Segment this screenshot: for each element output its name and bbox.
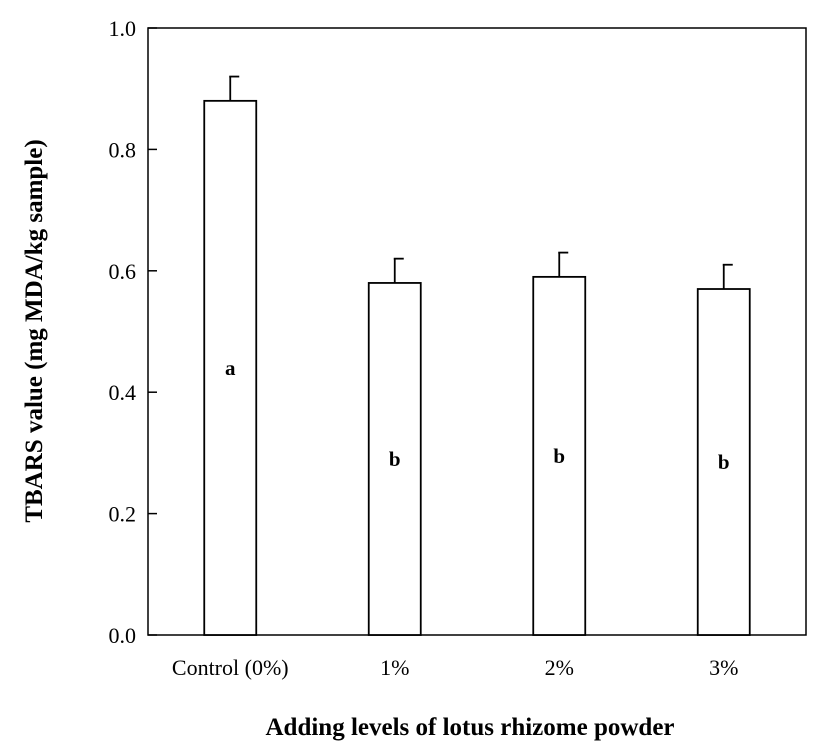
significance-label: b: [553, 444, 565, 468]
significance-label: b: [389, 447, 401, 471]
x-tick-label: 3%: [709, 655, 738, 680]
x-axis: Control (0%) 1% 2% 3%: [172, 655, 739, 680]
y-tick-label: 0.6: [109, 259, 137, 284]
y-tick-label: 0.8: [109, 137, 137, 162]
x-axis-title: Adding levels of lotus rhizome powder: [265, 714, 674, 741]
plot-frame: [147, 27, 807, 636]
y-axis: 0.0 0.2 0.4 0.6 0.8 1.0: [109, 16, 157, 648]
y-tick-label: 0.4: [109, 380, 137, 405]
y-tick-label: 1.0: [109, 16, 137, 41]
y-tick-label: 0.0: [109, 623, 137, 648]
bars: a b b b: [203, 75, 751, 636]
x-tick-label: 2%: [545, 655, 574, 680]
significance-label: a: [225, 356, 236, 380]
y-axis-title: TBARS value (mg MDA/kg sample): [21, 139, 48, 522]
significance-label: b: [718, 450, 730, 474]
x-tick-label: 1%: [380, 655, 409, 680]
y-tick-label: 0.2: [109, 502, 137, 527]
x-tick-label: Control (0%): [172, 655, 289, 680]
bar: [532, 275, 587, 636]
